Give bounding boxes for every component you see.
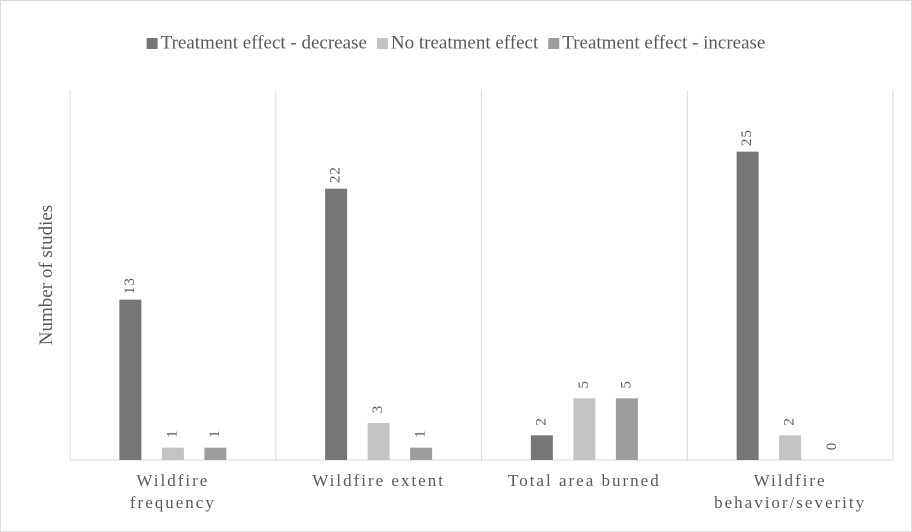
bar [736, 151, 759, 460]
data-label: 0 [824, 442, 840, 451]
legend-label: Treatment effect - decrease [161, 32, 367, 53]
legend-label: Treatment effect - increase [562, 32, 765, 53]
bar [530, 435, 553, 460]
x-tick-label: Wildfire frequency [129, 471, 216, 512]
data-label: 2 [533, 417, 549, 426]
data-label: 25 [739, 129, 755, 146]
data-label: 5 [576, 380, 592, 389]
data-label: 13 [122, 277, 138, 294]
data-label: 2 [782, 417, 798, 426]
bar [367, 423, 390, 460]
legend-swatch [376, 38, 388, 49]
bar [573, 398, 596, 460]
y-axis-label: Number of studies [36, 205, 57, 345]
bar [615, 398, 638, 460]
bar [119, 299, 142, 460]
x-tick-label: Wildfire behavior/severity [714, 471, 867, 512]
bar [779, 435, 802, 460]
data-label: 1 [413, 429, 429, 438]
bar [204, 447, 227, 460]
data-label: 3 [370, 405, 386, 414]
legend-swatch [548, 38, 560, 49]
bar [325, 188, 348, 460]
legend-label: No treatment effect [391, 32, 539, 53]
data-label: 1 [207, 429, 223, 438]
legend-swatch [146, 38, 158, 49]
data-label: 22 [328, 166, 344, 183]
bar [410, 447, 433, 460]
data-label: 1 [164, 429, 180, 438]
bar [161, 447, 184, 460]
x-tick-label: Total area burned [508, 471, 661, 490]
x-tick-label: Wildfire extent [312, 471, 445, 490]
data-label: 5 [618, 380, 634, 389]
